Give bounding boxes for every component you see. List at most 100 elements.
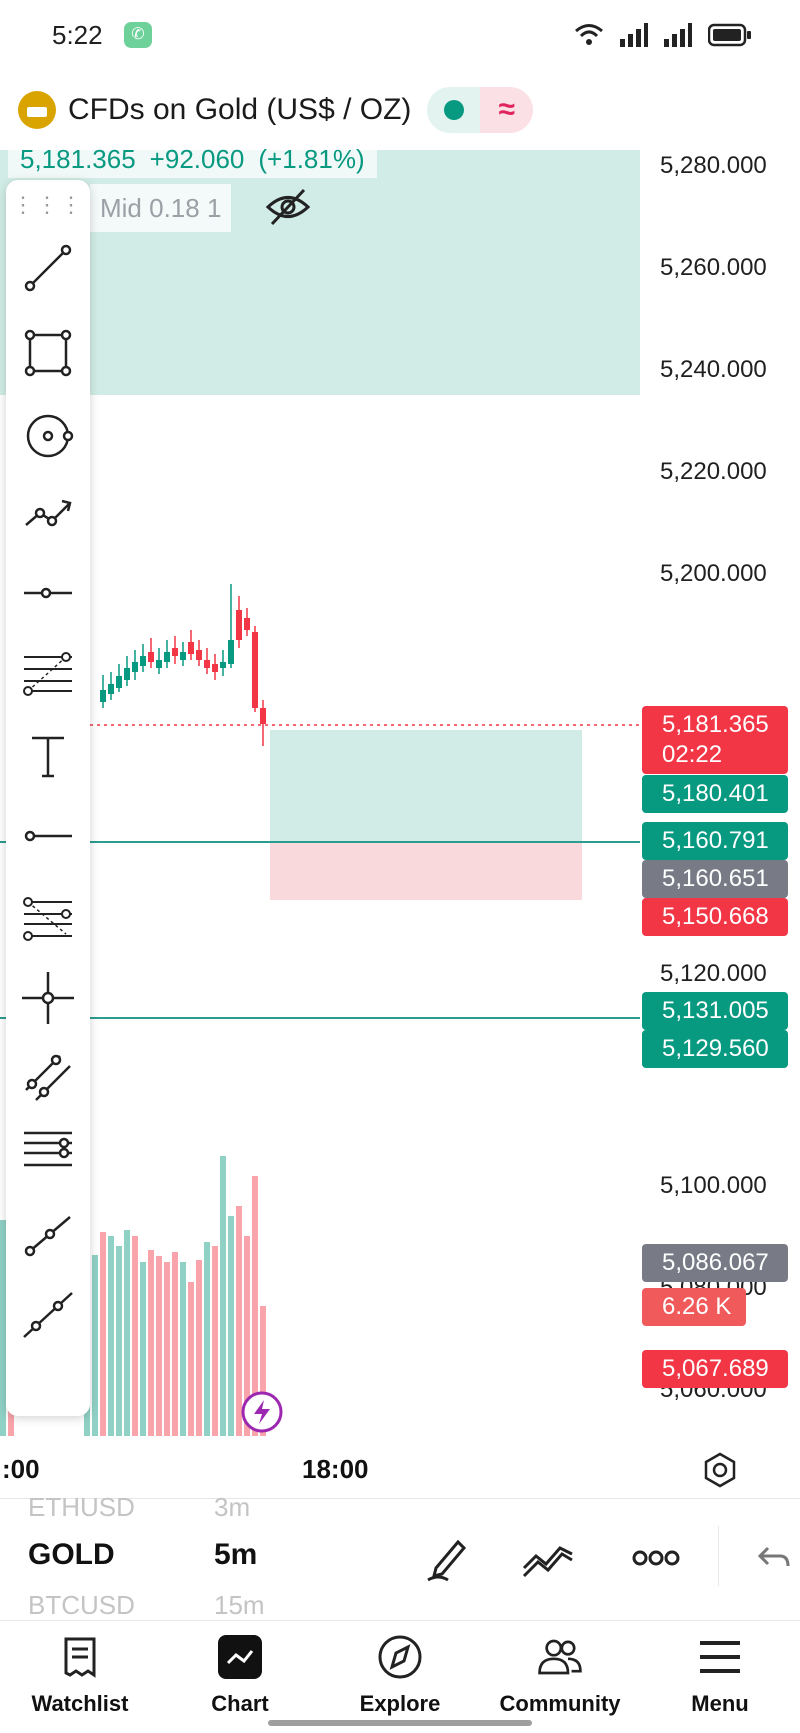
indicators-icon[interactable]: [520, 1532, 576, 1584]
volume-bar: [148, 1250, 154, 1436]
ray-icon[interactable]: [20, 1205, 76, 1261]
symbol-interval-picker[interactable]: ETHUSD 3m GOLD 5m BTCUSD 15m: [0, 1492, 800, 1620]
price-tag-value: 5,181.365: [662, 711, 769, 738]
chart-canvas[interactable]: [0, 150, 800, 1440]
crosshair-icon[interactable]: [20, 970, 76, 1026]
fib-channel-icon[interactable]: [20, 890, 76, 946]
toolbar-drag-handle-icon[interactable]: ⋮⋮⋮: [12, 192, 84, 217]
circle-icon[interactable]: [20, 408, 76, 464]
market-status-pill[interactable]: ≈: [427, 87, 534, 133]
home-indicator: [268, 1720, 532, 1726]
volume-bar: [0, 1220, 6, 1436]
candle-body: [204, 660, 210, 668]
nav-community[interactable]: Community: [480, 1621, 640, 1733]
candle-body: [244, 618, 250, 630]
price-tag[interactable]: 5,129.560: [642, 1030, 788, 1068]
more-options-icon[interactable]: [628, 1532, 684, 1584]
time-axis-label: :00: [2, 1454, 40, 1484]
volume-bar: [244, 1236, 250, 1436]
trend-line-icon[interactable]: [20, 240, 76, 296]
hide-indicators-eye-icon[interactable]: [264, 186, 312, 228]
candle-body: [220, 662, 226, 668]
nav-label: Menu: [691, 1691, 749, 1716]
next-symbol[interactable]: BTCUSD: [28, 1590, 135, 1620]
divider: [718, 1526, 719, 1586]
price-tag[interactable]: 5,086.067: [642, 1244, 788, 1282]
volume-bar: [108, 1236, 114, 1436]
undo-icon[interactable]: [746, 1532, 800, 1584]
volume-bar: [140, 1262, 146, 1436]
current-interval[interactable]: 5m: [214, 1538, 258, 1571]
path-icon[interactable]: [20, 487, 76, 543]
price-tag[interactable]: 5,181.365 02:22: [642, 706, 788, 774]
nav-label: Community: [499, 1691, 621, 1716]
price-tag[interactable]: 5,131.005: [642, 992, 788, 1030]
watchlist-icon: [56, 1633, 104, 1681]
price-tag[interactable]: 5,160.651: [642, 860, 788, 898]
price-tag-value: 5,160.791: [662, 827, 769, 854]
price-tag-value: 5,086.067: [662, 1249, 769, 1276]
bar-countdown: 02:22: [662, 741, 723, 768]
position-loss-zone[interactable]: [270, 842, 582, 900]
text-icon[interactable]: [20, 728, 76, 784]
volume-bar: [132, 1236, 138, 1436]
horizontal-ray-icon[interactable]: [20, 565, 76, 621]
divider: [0, 1498, 800, 1499]
nav-chart[interactable]: Chart: [160, 1621, 320, 1733]
price-change: +92.060: [149, 143, 245, 174]
nav-menu[interactable]: Menu: [640, 1621, 800, 1733]
price-tag[interactable]: 5,150.668: [642, 898, 788, 936]
candle-body: [116, 676, 122, 688]
candle-body: [132, 662, 138, 672]
price-axis-tick: 5,220.000: [660, 458, 767, 485]
chart-area[interactable]: [0, 150, 800, 1440]
rectangle-icon[interactable]: [20, 325, 76, 381]
candle-body: [148, 652, 154, 662]
position-profit-zone[interactable]: [270, 730, 582, 842]
parallel-channel-icon[interactable]: [20, 1050, 76, 1106]
pitchfork-icon[interactable]: [20, 1125, 76, 1181]
prev-interval[interactable]: 3m: [214, 1492, 251, 1522]
drawing-toolbar: ⋮⋮⋮: [6, 180, 90, 1416]
phone-call-icon: ✆: [124, 22, 152, 48]
price-axis-tick: 5,280.000: [660, 152, 767, 179]
volume-bar: [188, 1282, 194, 1436]
extended-line-icon[interactable]: [20, 1285, 76, 1341]
nav-explore[interactable]: Explore: [320, 1621, 480, 1733]
drawing-pen-icon[interactable]: [418, 1532, 474, 1584]
current-symbol[interactable]: GOLD: [28, 1538, 115, 1571]
price-axis-tick: 5,120.000: [660, 960, 767, 987]
horizontal-line-icon[interactable]: [20, 808, 76, 864]
chart-icon: [216, 1633, 264, 1681]
chart-settings-icon[interactable]: [700, 1450, 740, 1490]
candle-body: [164, 652, 170, 662]
signal-strength-icon: [620, 23, 648, 47]
volume-bar: [252, 1176, 258, 1436]
volume-bar: [116, 1246, 122, 1436]
next-interval[interactable]: 15m: [214, 1590, 265, 1620]
wave-icon: ≈: [480, 87, 534, 133]
price-tag-value: 5,129.560: [662, 1035, 769, 1062]
candle-body: [180, 652, 186, 660]
candle-body: [100, 690, 106, 702]
volume-bar: [164, 1262, 170, 1436]
price-tag[interactable]: 5,067.689: [642, 1350, 788, 1388]
price-tag[interactable]: 5,160.791: [642, 822, 788, 860]
volume-bar: [156, 1256, 162, 1436]
prev-symbol[interactable]: ETHUSD: [28, 1492, 135, 1522]
fib-retracement-icon[interactable]: [20, 645, 76, 701]
volume-bar: [92, 1255, 98, 1436]
price-tag[interactable]: 5,180.401: [642, 775, 788, 813]
price-change-pct: (+1.81%): [258, 143, 365, 174]
status-bar: 5:22 ✆: [0, 0, 800, 72]
price-axis-tick: 5,200.000: [660, 560, 767, 587]
price-tag[interactable]: 6.26 K: [642, 1288, 746, 1326]
price-tag-value: 5,160.651: [662, 865, 769, 892]
nav-watchlist[interactable]: Watchlist: [0, 1621, 160, 1733]
price-tag-value: 5,131.005: [662, 997, 769, 1024]
symbol-header[interactable]: CFDs on Gold (US$ / OZ) ≈: [18, 86, 534, 134]
symbol-title[interactable]: CFDs on Gold (US$ / OZ): [68, 93, 412, 126]
mid-indicator-label[interactable]: Mid 0.18 1: [90, 184, 232, 232]
battery-icon: [708, 23, 751, 47]
lightning-icon[interactable]: [240, 1390, 284, 1434]
